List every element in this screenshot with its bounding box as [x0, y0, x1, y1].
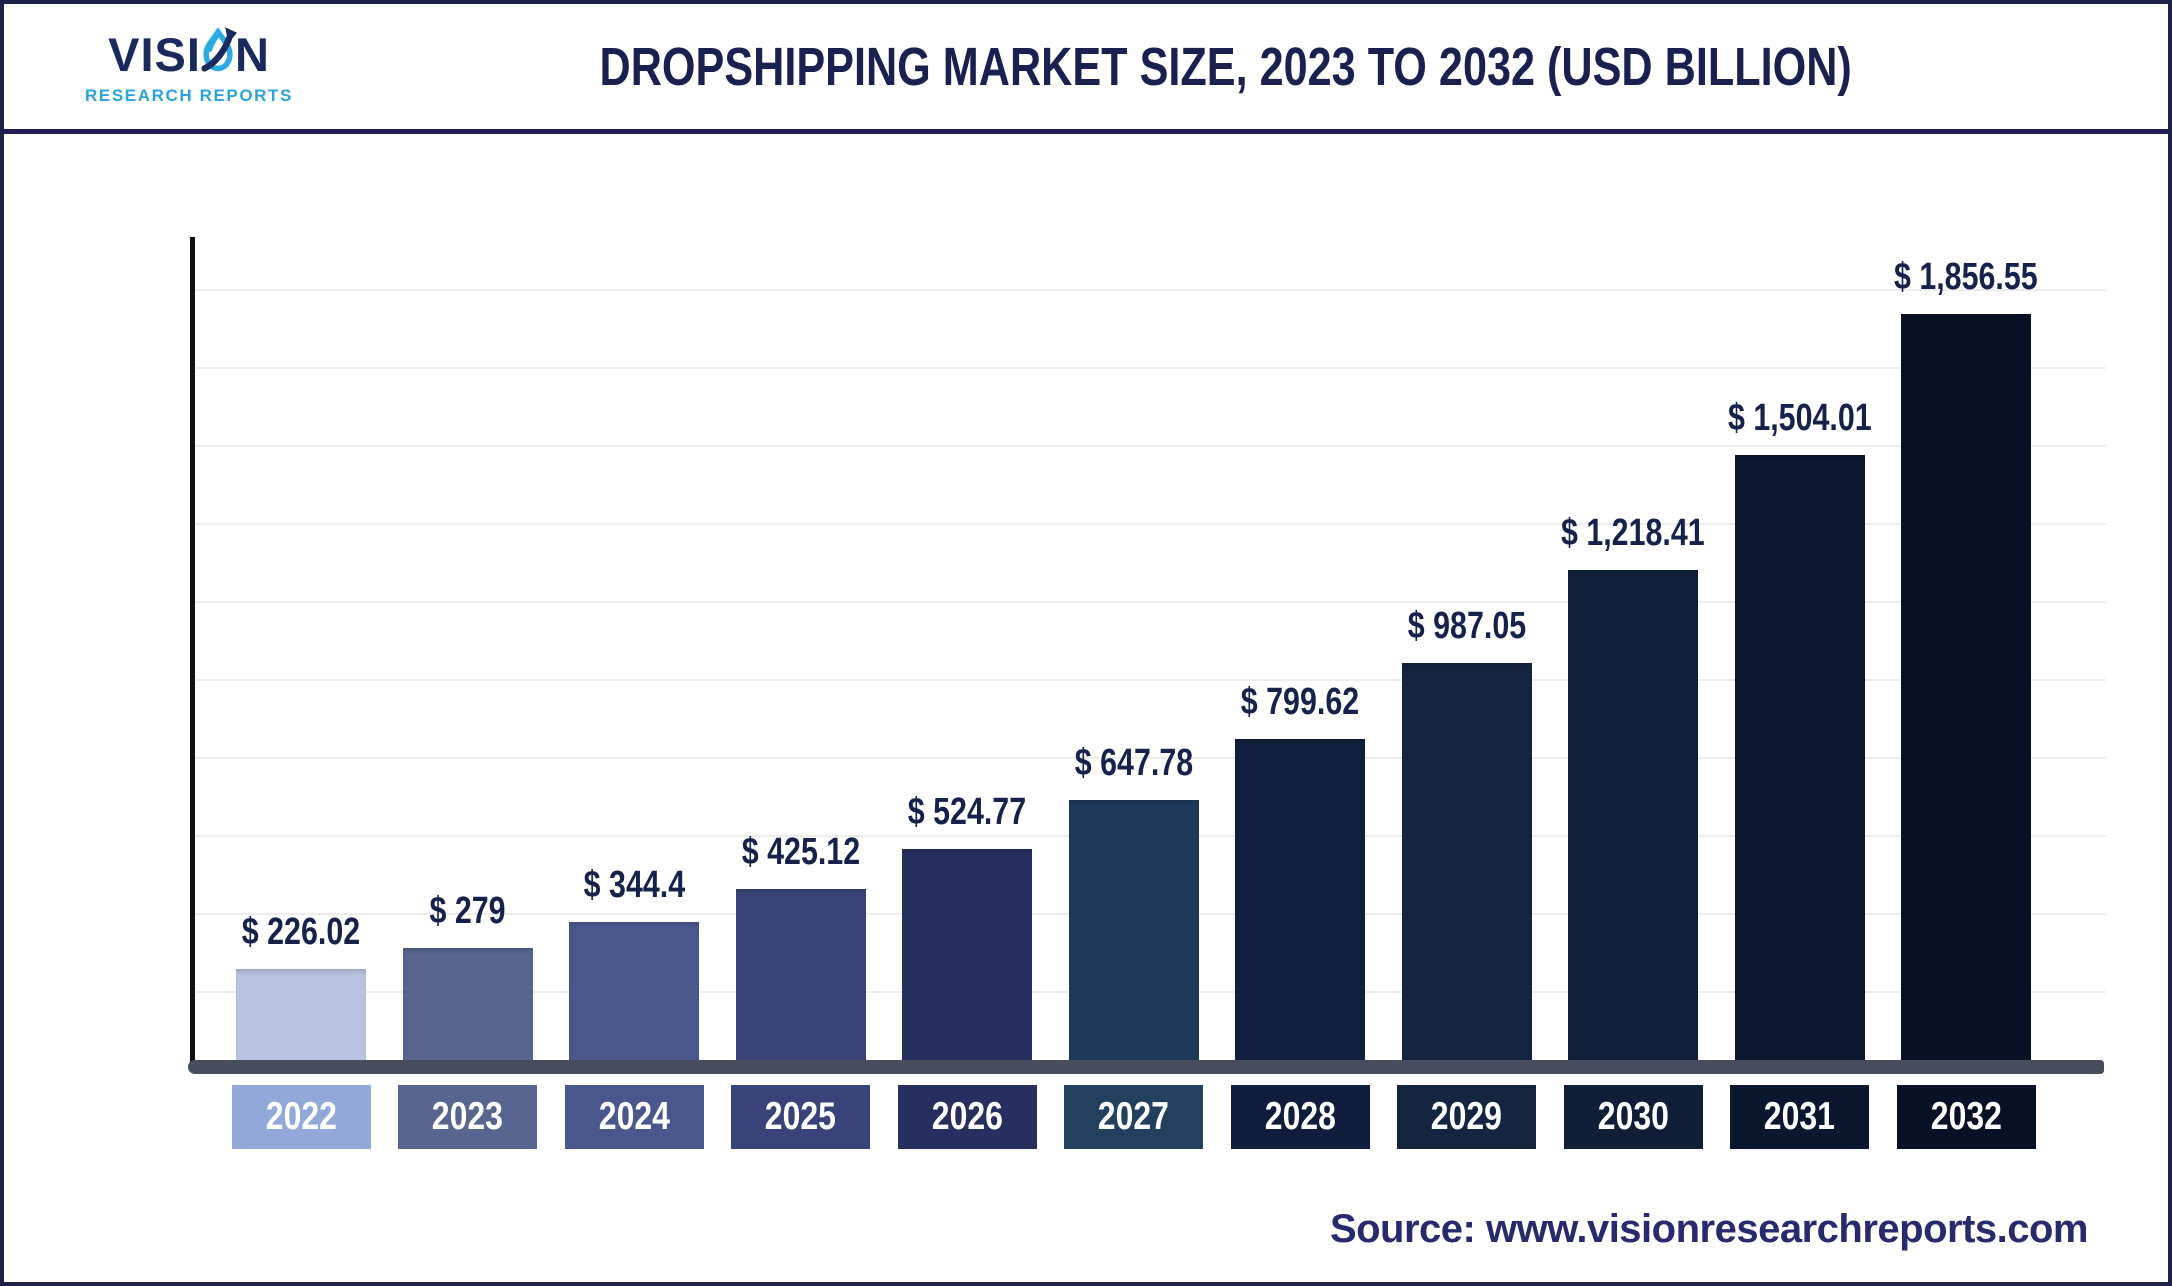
source-attribution: Source: www.visionresearchreports.com: [1329, 1207, 2089, 1251]
title-area: DROPSHIPPING MARKET SIZE, 2023 TO 2032 (…: [314, 36, 2168, 98]
brand-logo: VISI N RESEARCH REPORTS: [64, 26, 314, 106]
bar-2032: [1901, 314, 2031, 1060]
year-label-2022: 2022: [232, 1085, 371, 1149]
bar-value-label-2025: $ 425.12: [741, 831, 861, 873]
bar-2030: [1568, 570, 1698, 1060]
bar-value-label-2026: $ 524.77: [907, 791, 1027, 833]
gridline: [194, 367, 2106, 369]
x-axis-line: [188, 1060, 2104, 1074]
bar-value-label-2022: $ 226.02: [241, 911, 361, 953]
header: VISI N RESEARCH REPORTS DROPSHIPPING MAR…: [4, 4, 2168, 134]
year-label-2031: 2031: [1730, 1085, 1869, 1149]
gridline: [194, 289, 2106, 291]
year-label-2024: 2024: [565, 1085, 704, 1149]
y-axis-line: [190, 237, 195, 1062]
bar-value-label-2027: $ 647.78: [1074, 742, 1194, 784]
year-label-2032: 2032: [1897, 1085, 2036, 1149]
bar-value-label-2032: $ 1,856.55: [1894, 256, 2038, 298]
year-label-2023: 2023: [398, 1085, 537, 1149]
logo-text-right: N: [234, 28, 270, 81]
bar-value-label-2029: $ 987.05: [1407, 605, 1527, 647]
bar-2023: [403, 948, 533, 1060]
bar-2027: [1069, 800, 1199, 1060]
bar-2025: [736, 889, 866, 1060]
year-label-2026: 2026: [898, 1085, 1037, 1149]
bar-2029: [1402, 663, 1532, 1060]
page-title: DROPSHIPPING MARKET SIZE, 2023 TO 2032 (…: [599, 36, 1853, 97]
gridline: [194, 757, 2106, 759]
bar-2024: [569, 922, 699, 1060]
year-label-2027: 2027: [1064, 1085, 1203, 1149]
bar-2028: [1235, 739, 1365, 1060]
bar-value-label-2028: $ 799.62: [1240, 681, 1360, 723]
bar-value-label-2031: $ 1,504.01: [1728, 397, 1872, 439]
gridline: [194, 523, 2106, 525]
bar-value-label-2023: $ 279: [429, 890, 507, 932]
gridline: [194, 679, 2106, 681]
logo-text-left: VISI: [108, 28, 201, 81]
bar-value-label-2030: $ 1,218.41: [1561, 512, 1705, 554]
year-label-2029: 2029: [1397, 1085, 1536, 1149]
year-label-2028: 2028: [1231, 1085, 1370, 1149]
year-label-2030: 2030: [1564, 1085, 1703, 1149]
bar-2031: [1735, 455, 1865, 1060]
bar-chart: $ 226.02 2022 $ 279 2023 $ 344.4 2024 $ 425.12…: [4, 4, 2168, 1282]
gridline: [194, 601, 2106, 603]
year-label-2025: 2025: [731, 1085, 870, 1149]
logo-wordmark: VISI N: [108, 26, 270, 82]
bar-2026: [902, 849, 1032, 1060]
bar-value-label-2024: $ 344.4: [583, 864, 685, 906]
bar-2022: [236, 969, 366, 1060]
growth-arrow-drop-icon: [201, 26, 237, 72]
gridline: [194, 445, 2106, 447]
logo-subtitle: RESEARCH REPORTS: [85, 85, 293, 105]
